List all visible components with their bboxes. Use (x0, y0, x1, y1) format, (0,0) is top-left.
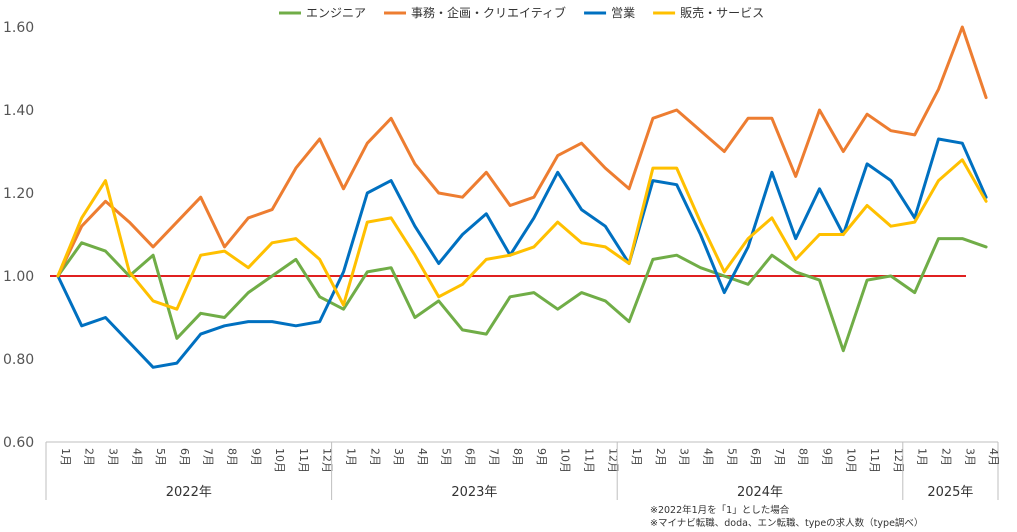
month-label: 9月 (535, 448, 548, 466)
month-label: 6月 (464, 448, 477, 466)
legend-entry: 事務・企画・クリエイティブ (411, 5, 566, 20)
month-label: 4月 (130, 448, 143, 466)
month-label: 7月 (487, 448, 500, 466)
month-label: 10月 (273, 448, 286, 473)
month-label: 6月 (178, 448, 191, 466)
month-label: 1月 (345, 448, 358, 466)
month-label: 3月 (392, 448, 405, 466)
note-base: ※2022年1月を「1」とした場合 (650, 504, 790, 516)
month-label: 12月 (606, 448, 619, 473)
month-label: 11月 (868, 448, 881, 473)
series-line (56, 158, 988, 311)
month-label: 12月 (321, 448, 334, 473)
x-axis: 1月 2月 3月 4月 5月 6月 7月 8月 9月 10月 11月 12月 1月 2月 3月 4月 5月 6月 7… (45, 441, 1000, 500)
month-label: 11月 (583, 448, 596, 473)
month-label: 12月 (892, 448, 905, 473)
y-tick-label: 1.40 (3, 103, 34, 119)
month-label: 8月 (511, 448, 524, 466)
year-label: 2022年 (166, 485, 212, 500)
month-label: 5月 (154, 448, 167, 466)
legend: エンジニア 事務・企画・クリエイティブ 営業 販売・サービス (279, 5, 764, 20)
y-tick-label: 1.60 (3, 20, 34, 36)
month-label: 1月 (916, 448, 929, 466)
month-label: 7月 (773, 448, 786, 466)
month-label: 5月 (725, 448, 738, 466)
month-label: 2月 (940, 448, 953, 466)
month-label: 11月 (297, 448, 310, 473)
month-label: 1月 (59, 448, 72, 466)
month-label: 10月 (559, 448, 572, 473)
month-label: 2月 (368, 448, 381, 466)
year-label: 2025年 (927, 485, 973, 500)
y-tick-label: 0.60 (3, 435, 34, 451)
year-label: 2023年 (451, 485, 497, 500)
month-label: 10月 (844, 448, 857, 473)
month-label: 9月 (821, 448, 834, 466)
note-source: ※マイナビ転職、doda、エン転職、typeの求人数（type調べ） (650, 517, 923, 529)
series-line (56, 137, 988, 369)
month-label: 4月 (416, 448, 429, 466)
legend-entry: 販売・サービス (680, 5, 764, 20)
series-lines (56, 25, 988, 369)
month-label: 3月 (963, 448, 976, 466)
month-label: 4月 (702, 448, 715, 466)
series-line (56, 237, 988, 353)
month-label: 2月 (654, 448, 667, 466)
month-label: 5月 (440, 448, 453, 466)
series-line (56, 25, 988, 278)
y-tick-label: 1.20 (3, 186, 34, 202)
legend-entry: エンジニア (306, 6, 366, 20)
y-tick-label: 1.00 (3, 269, 34, 285)
month-label: 3月 (678, 448, 691, 466)
month-label: 8月 (226, 448, 239, 466)
month-label: 7月 (202, 448, 215, 466)
month-label: 4月 (987, 448, 1000, 466)
legend-entry: 営業 (611, 6, 635, 20)
month-label: 1月 (630, 448, 643, 466)
month-label: 3月 (107, 448, 120, 466)
month-label: 8月 (797, 448, 810, 466)
y-tick-label: 0.80 (3, 352, 34, 368)
month-label: 9月 (249, 448, 262, 466)
year-label: 2024年 (737, 485, 783, 500)
month-label: 2月 (83, 448, 96, 466)
y-axis: 0.60 0.80 1.00 1.20 1.40 1.60 (3, 20, 34, 451)
month-label: 6月 (749, 448, 762, 466)
